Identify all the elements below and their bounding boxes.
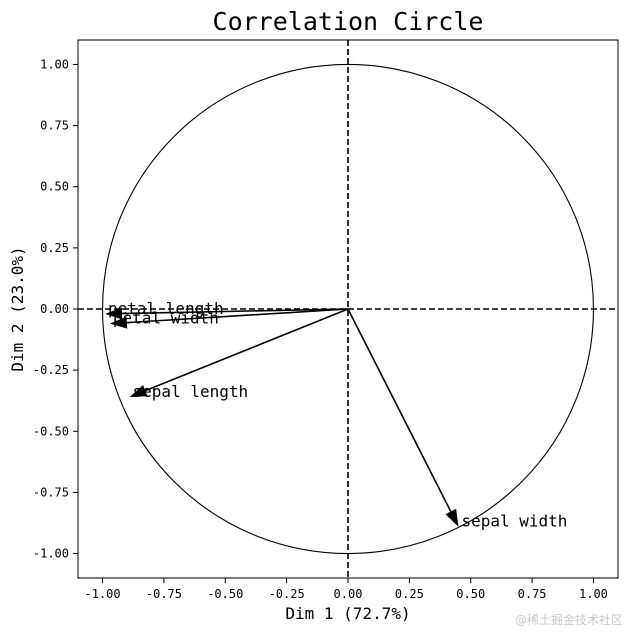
vector-petal-length [121,308,349,315]
x-tick-label: 0.25 [395,587,424,601]
vector-head-sepal-width [445,508,459,527]
y-tick-label: 0.50 [40,180,69,194]
y-tick-label: 1.00 [40,57,69,71]
vector-head-petal-width [109,316,128,329]
vector-head-sepal-length [129,385,148,398]
x-tick-label: -0.25 [269,587,305,601]
y-tick-label: -0.50 [33,424,69,438]
x-tick-label: 0.50 [456,587,485,601]
y-tick-label: 0.00 [40,302,69,316]
x-axis-label: Dim 1 (72.7%) [285,604,410,623]
chart-title: Correlation Circle [213,7,484,36]
watermark: @稀土掘金技术社区 [514,613,623,627]
vector-petal-width [126,308,349,324]
x-tick-label: 0.00 [334,587,363,601]
vector-label-sepal-length: sepal length [133,382,249,401]
vector-sepal-length [145,308,349,392]
x-tick-label: -0.50 [207,587,243,601]
y-tick-label: -1.00 [33,547,69,561]
y-tick-label: -0.25 [33,363,69,377]
x-tick-label: 1.00 [579,587,608,601]
x-tick-label: -0.75 [146,587,182,601]
axes: -1.00 -0.75 -0.50 -0.25 0.00 0.25 0.50 0.75 1.00… [33,39,619,601]
vector-sepal-width [347,308,452,512]
y-axis-label: Dim 2 (23.0%) [8,246,27,371]
x-tick-label: 0.75 [518,587,547,601]
vector-label-petal-length: petal length [108,299,224,318]
x-tick-label: -1.00 [84,587,120,601]
y-tick-label: -0.75 [33,485,69,499]
vector-label-petal-width: petal width [113,309,219,328]
vector-label-sepal-width: sepal width [461,512,567,531]
y-tick-label: 0.75 [40,119,69,133]
y-tick-label: 0.25 [40,241,69,255]
vector-head-petal-length [105,307,123,320]
